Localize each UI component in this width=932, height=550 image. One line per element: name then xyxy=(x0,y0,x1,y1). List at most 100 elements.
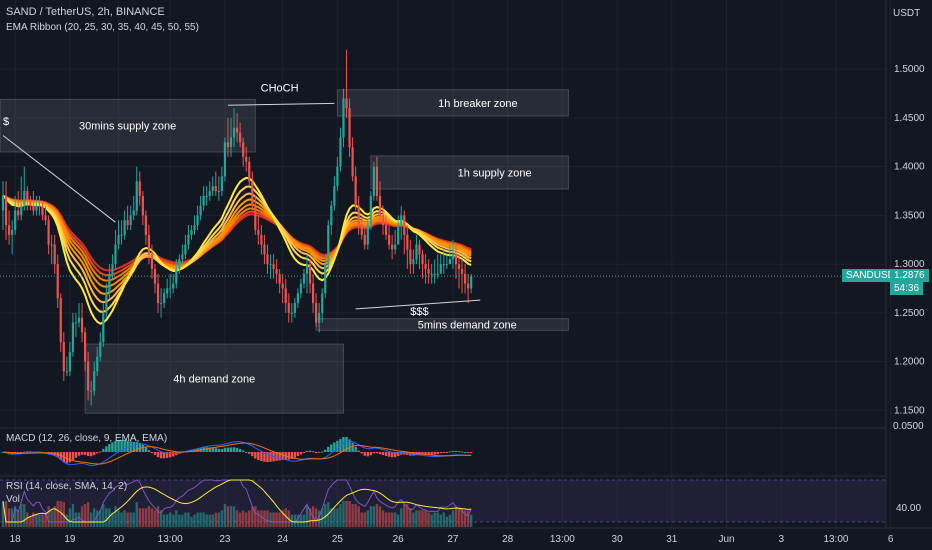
macd-hist-bar xyxy=(114,440,117,452)
macd-hist-bar xyxy=(93,452,96,456)
y-tick-label: 1.4000 xyxy=(894,162,925,173)
macd-hist-bar xyxy=(439,452,442,454)
macd-hist-bar xyxy=(305,450,309,452)
volume-bar xyxy=(111,512,114,527)
macd-hist-bar xyxy=(457,451,461,453)
macd-hist-bar xyxy=(299,452,303,455)
x-tick-label: 13:00 xyxy=(823,534,848,545)
volume-bar xyxy=(363,512,366,527)
volume-bar xyxy=(202,512,205,527)
zone-box xyxy=(336,89,569,117)
volume-bar xyxy=(56,501,59,527)
volume-bar xyxy=(400,508,403,527)
macd-hist-bar xyxy=(117,440,120,452)
volume-bar xyxy=(169,512,172,527)
candle-body xyxy=(129,215,132,226)
volume-bar xyxy=(172,514,175,527)
symbol-title[interactable]: SAND / TetherUS, 2h, BINANCE xyxy=(6,6,165,18)
macd-hist-bar xyxy=(96,452,99,454)
candle-body xyxy=(445,264,448,266)
candle-body xyxy=(378,195,382,216)
candle-body xyxy=(80,317,84,333)
volume-bar xyxy=(74,512,78,527)
candle-body xyxy=(26,191,29,201)
volume-bar xyxy=(424,510,427,527)
currency-label[interactable]: USDT xyxy=(893,8,921,19)
macd-hist-bar xyxy=(193,448,196,452)
rsi-title[interactable]: RSI (14, close, SMA, 14, 2) xyxy=(6,481,128,492)
candle-body xyxy=(226,142,230,148)
candle-body xyxy=(74,322,78,324)
macd-hist-bar xyxy=(281,452,284,460)
candle-body xyxy=(333,186,336,206)
candle-body xyxy=(178,259,181,269)
candle-body xyxy=(68,351,71,372)
macd-hist-bar xyxy=(342,437,345,452)
volume-bar xyxy=(220,510,224,527)
volume-bar xyxy=(351,504,354,527)
macd-hist-bar xyxy=(38,451,41,453)
volume-bar xyxy=(144,508,148,527)
annotation-label: $$$ xyxy=(410,306,428,318)
x-tick-label: 30 xyxy=(612,534,624,545)
candle-body xyxy=(354,176,357,206)
candle-body xyxy=(242,142,245,157)
volume-title[interactable]: Vol xyxy=(6,494,20,505)
x-tick-label: 28 xyxy=(502,534,514,545)
candle-body xyxy=(59,298,62,343)
volume-bar xyxy=(71,504,75,527)
macd-hist-bar xyxy=(102,448,105,452)
macd-hist-bar xyxy=(205,447,208,452)
y-tick-label: 1.3000 xyxy=(894,259,925,270)
macd-hist-bar xyxy=(430,452,433,455)
candle-body xyxy=(463,273,467,284)
x-tick-label: 3 xyxy=(778,534,784,545)
candle-body xyxy=(360,225,363,235)
candle-body xyxy=(315,303,318,323)
volume-bar xyxy=(235,510,239,527)
macd-hist-bar xyxy=(436,452,439,455)
macd-hist-bar xyxy=(220,448,224,452)
volume-bar xyxy=(196,512,199,527)
candle-body xyxy=(470,276,473,289)
candle-body xyxy=(111,264,114,274)
macd-hist-bar xyxy=(296,452,300,457)
candle-body xyxy=(467,283,470,289)
volume-bar xyxy=(421,510,424,527)
macd-hist-bar xyxy=(229,447,233,452)
volume-bar xyxy=(296,514,300,527)
macd-hist-bar xyxy=(232,447,236,452)
volume-bar xyxy=(241,510,245,527)
macd-hist-bar xyxy=(68,452,72,463)
x-tick-label: 27 xyxy=(447,534,459,545)
volume-bar xyxy=(397,514,400,527)
candles-layer xyxy=(1,49,473,406)
candle-body xyxy=(336,166,339,187)
volume-bar xyxy=(387,512,391,527)
candle-body xyxy=(278,273,281,284)
macd-hist-bar xyxy=(235,447,239,452)
macd-hist-bar xyxy=(251,452,254,457)
candle-body xyxy=(248,161,251,182)
volume-bar xyxy=(50,510,53,527)
candle-body xyxy=(184,244,187,255)
macd-hist-bar xyxy=(451,450,455,452)
zones-layer: 30mins supply zone 1h breaker zone 1h supp… xyxy=(0,89,569,414)
candle-body xyxy=(387,234,391,245)
indicator-title[interactable]: EMA Ribbon (20, 25, 30, 35, 40, 45, 50, … xyxy=(6,22,199,33)
macd-title[interactable]: MACD (12, 26, close, 9, EMA, EMA) xyxy=(6,433,168,444)
volume-bar xyxy=(62,502,65,527)
candle-body xyxy=(342,98,345,138)
macd-hist-bar xyxy=(223,447,227,452)
macd-hist-bar xyxy=(111,442,114,452)
macd-hist-bar xyxy=(390,452,394,458)
volume-bar xyxy=(336,508,339,527)
volume-bar xyxy=(208,514,211,527)
candle-body xyxy=(102,312,105,343)
candle-body xyxy=(281,283,284,289)
y-tick-label: 1.2000 xyxy=(894,357,925,368)
x-tick-label: 31 xyxy=(666,534,678,545)
volume-bar xyxy=(454,508,458,527)
macd-hist-bar xyxy=(345,436,348,452)
